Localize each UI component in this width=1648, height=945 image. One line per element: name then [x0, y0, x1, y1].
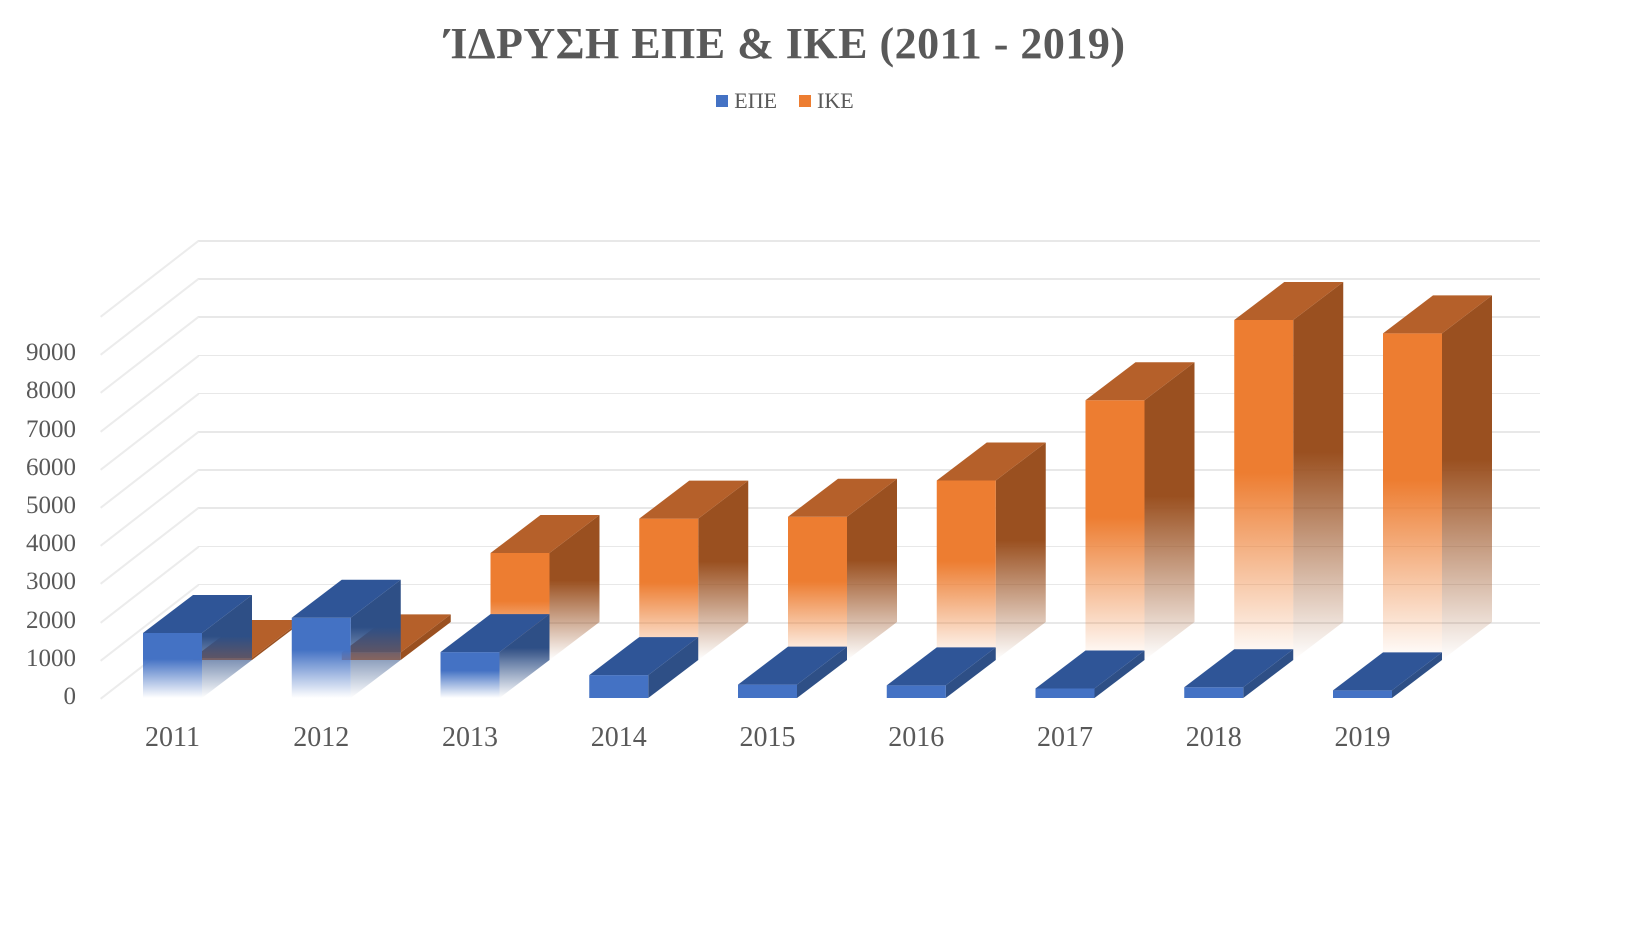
legend-swatch-ike: [799, 95, 812, 107]
bar-front-face: [738, 684, 797, 698]
bar-side-face: [797, 646, 847, 698]
gridline: [198, 240, 1540, 242]
bar-front-face: [1184, 687, 1244, 698]
y-tick-label: 6000: [26, 453, 76, 481]
bar-front-face: [936, 480, 996, 660]
bar-top-face: [589, 637, 699, 676]
legend: ΕΠΕ ΙΚΕ: [0, 88, 1570, 114]
bar-top-face: [490, 515, 600, 554]
bar-side-face: [252, 620, 302, 660]
y-tick-label: 7000: [26, 415, 76, 443]
bar-top-face: [1035, 650, 1145, 689]
x-tick-label: 2017: [1037, 722, 1093, 753]
bar-front-face: [1085, 400, 1145, 660]
x-tick-label: 2014: [590, 722, 647, 753]
bar-top-face: [1184, 649, 1294, 688]
bar-front-face: [1383, 333, 1442, 660]
bar-front-face: [1333, 690, 1392, 698]
bar-front-face: [639, 518, 699, 660]
legend-label-ike: ΙΚΕ: [817, 88, 854, 113]
y-tick-label: 5000: [26, 492, 76, 519]
x-tick-label: 2011: [145, 722, 200, 753]
bar-side-face: [945, 647, 996, 698]
legend-swatch-epe: [716, 95, 729, 107]
x-tick-label: 2013: [442, 722, 498, 753]
bar-side-face: [648, 637, 699, 698]
x-tick-label: 2012: [293, 722, 350, 753]
bar-top-face: [788, 478, 897, 517]
x-tick-label: 2018: [1185, 722, 1242, 753]
bar-side-face: [350, 579, 401, 698]
bar-front-face: [886, 685, 946, 698]
y-tick-label: 3000: [26, 568, 76, 596]
bar-side-face: [1144, 362, 1195, 660]
legend-item-ike[interactable]: ΙΚΕ: [799, 88, 854, 114]
bar-front-face: [1234, 320, 1294, 660]
bar-side-face: [400, 614, 451, 660]
bar-top-face: [1234, 282, 1344, 321]
y-tick-label: 8000: [26, 377, 76, 405]
bar-front-face: [788, 516, 847, 660]
bar-top-face: [291, 579, 401, 618]
bar-side-face: [1442, 295, 1492, 660]
y-tick-label: 4000: [26, 530, 76, 558]
bar-top-face: [1383, 295, 1492, 334]
bar-front-face: [589, 675, 649, 698]
bar-top-face: [936, 442, 1046, 481]
bar-front-face: [1035, 688, 1095, 698]
bar-front-face: [440, 652, 500, 698]
bar-side-face: [1293, 282, 1344, 660]
bar-top-face: [143, 595, 252, 634]
x-tick-label: 2016: [888, 722, 945, 753]
gridline: [198, 278, 1540, 280]
legend-item-epe[interactable]: ΕΠΕ: [716, 88, 777, 114]
gridline: [198, 431, 1540, 433]
bar-side-face: [1392, 652, 1442, 698]
x-tick-label: 2019: [1334, 722, 1391, 753]
bar-top-face: [886, 647, 996, 686]
chart-title: ΊΔΡΥΣΗ ΕΠΕ & ΙΚΕ (2011 - 2019): [444, 19, 1126, 68]
bar-side-face: [698, 480, 749, 660]
bar-top-face: [639, 480, 749, 519]
legend-label-epe: ΕΠΕ: [734, 88, 778, 113]
bar-side-face: [202, 595, 252, 698]
bar-side-face: [847, 478, 897, 660]
y-tick-label: 1000: [26, 644, 76, 672]
x-tick-label: 2015: [739, 722, 796, 753]
gridline: [198, 469, 1540, 471]
bar-top-face: [1333, 652, 1442, 691]
bar-top-face: [738, 646, 847, 685]
gridline: [198, 316, 1540, 318]
gridline: [198, 354, 1540, 357]
bar-side-face: [499, 614, 550, 698]
bar-front-face: [143, 633, 202, 698]
bar-top-face: [440, 614, 550, 653]
bar-side-face: [1243, 649, 1294, 698]
y-tick-label: 2000: [26, 606, 76, 634]
bar-side-face: [995, 442, 1046, 660]
gridline: [198, 392, 1540, 395]
bar-top-face: [1085, 362, 1195, 401]
y-tick-label: 0: [63, 683, 77, 710]
y-tick-label: 9000: [26, 339, 76, 367]
bar-front-face: [291, 617, 351, 698]
bar-side-face: [1094, 650, 1145, 698]
bar-side-face: [549, 515, 600, 660]
